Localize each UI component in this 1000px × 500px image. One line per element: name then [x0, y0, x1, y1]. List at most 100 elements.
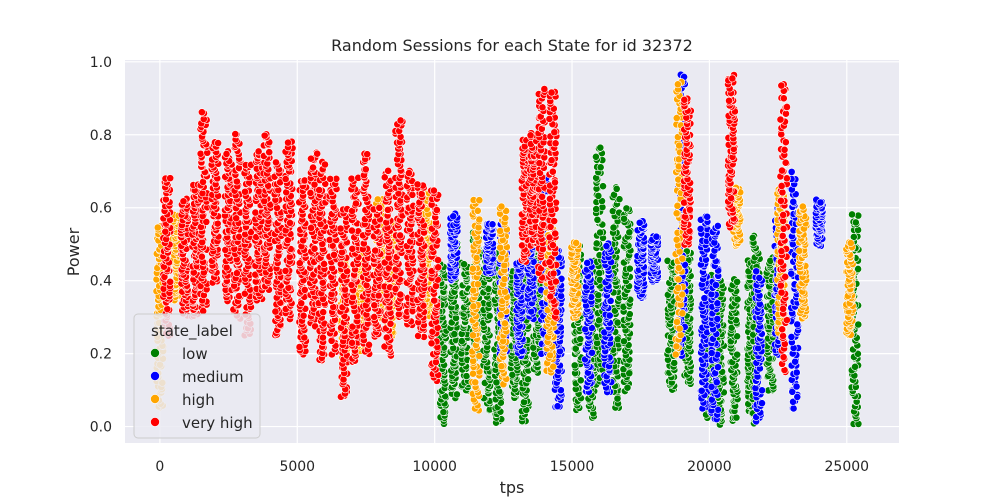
- data-point: [497, 202, 506, 211]
- data-point: [553, 402, 562, 411]
- data-point: [609, 223, 618, 232]
- data-point: [673, 201, 682, 210]
- data-point: [673, 318, 681, 326]
- data-point: [675, 141, 684, 150]
- data-point: [851, 362, 859, 371]
- data-point: [524, 375, 532, 384]
- data-point: [593, 215, 602, 224]
- data-point: [672, 235, 681, 244]
- data-point: [678, 254, 687, 263]
- data-point: [758, 386, 766, 395]
- data-point: [497, 362, 506, 371]
- data-point: [179, 197, 188, 206]
- data-point: [676, 331, 685, 339]
- data-point: [546, 351, 555, 360]
- data-point: [596, 163, 605, 172]
- data-point: [678, 309, 687, 318]
- data-point: [620, 214, 628, 223]
- data-point: [469, 302, 478, 311]
- data-point: [592, 152, 600, 161]
- data-point: [596, 143, 605, 152]
- data-point: [471, 378, 480, 387]
- data-point: [672, 342, 681, 351]
- data-point: [468, 264, 477, 273]
- data-point: [596, 228, 605, 237]
- data-points: [152, 70, 863, 429]
- data-point: [703, 212, 712, 221]
- data-point: [787, 167, 796, 176]
- data-point: [674, 283, 683, 292]
- data-point: [792, 368, 801, 377]
- data-point: [792, 382, 801, 391]
- data-point: [492, 378, 501, 387]
- data-point: [602, 242, 611, 250]
- data-point: [472, 254, 481, 262]
- data-point: [594, 191, 603, 200]
- data-point: [748, 233, 757, 242]
- data-point: [700, 294, 709, 303]
- data-point: [595, 316, 603, 325]
- data-point: [469, 369, 477, 378]
- data-point: [625, 228, 634, 237]
- data-point: [199, 307, 208, 315]
- data-point: [754, 344, 763, 353]
- data-point: [571, 344, 580, 353]
- data-point: [439, 408, 448, 416]
- data-point: [712, 378, 721, 387]
- data-point: [496, 243, 505, 252]
- data-point: [475, 196, 484, 205]
- data-point: [557, 292, 565, 300]
- data-point: [469, 331, 477, 340]
- data-point: [733, 277, 742, 286]
- data-point: [707, 290, 716, 299]
- data-point: [712, 281, 720, 290]
- data-point: [674, 275, 683, 284]
- data-point: [166, 174, 175, 183]
- data-point: [373, 195, 382, 204]
- data-point: [583, 259, 592, 267]
- data-point: [599, 182, 607, 191]
- data-point: [752, 267, 761, 276]
- data-point: [153, 223, 162, 232]
- data-point: [570, 361, 579, 370]
- data-point: [652, 232, 661, 241]
- data-point: [733, 350, 742, 359]
- data-point: [635, 218, 644, 227]
- data-point: [485, 312, 494, 320]
- data-point: [674, 263, 683, 272]
- data-point: [612, 184, 621, 193]
- data-point: [450, 330, 459, 339]
- data-point: [713, 222, 722, 230]
- data-point: [592, 205, 601, 214]
- data-point: [576, 376, 585, 385]
- data-point: [714, 363, 722, 372]
- data-point: [197, 252, 206, 261]
- data-point: [595, 269, 604, 278]
- data-point: [163, 305, 172, 313]
- data-point: [789, 197, 798, 206]
- data-point: [500, 275, 509, 284]
- data-point: [453, 390, 461, 399]
- data-point: [755, 274, 764, 282]
- data-point: [798, 202, 807, 211]
- data-point: [851, 218, 860, 227]
- data-point: [501, 319, 509, 328]
- data-point: [846, 239, 855, 247]
- data-point: [460, 260, 468, 269]
- data-point: [496, 227, 505, 235]
- data-point: [732, 413, 741, 422]
- data-point: [592, 239, 601, 248]
- data-point: [789, 404, 798, 413]
- data-point: [576, 335, 585, 344]
- data-point: [707, 349, 716, 357]
- data-point: [198, 189, 207, 198]
- data-point: [462, 372, 471, 380]
- data-point: [161, 227, 170, 236]
- data-point: [671, 350, 680, 359]
- data-point: [622, 204, 631, 213]
- data-point: [758, 399, 766, 408]
- data-point: [613, 394, 622, 403]
- data-point: [675, 324, 684, 333]
- data-point: [166, 277, 175, 286]
